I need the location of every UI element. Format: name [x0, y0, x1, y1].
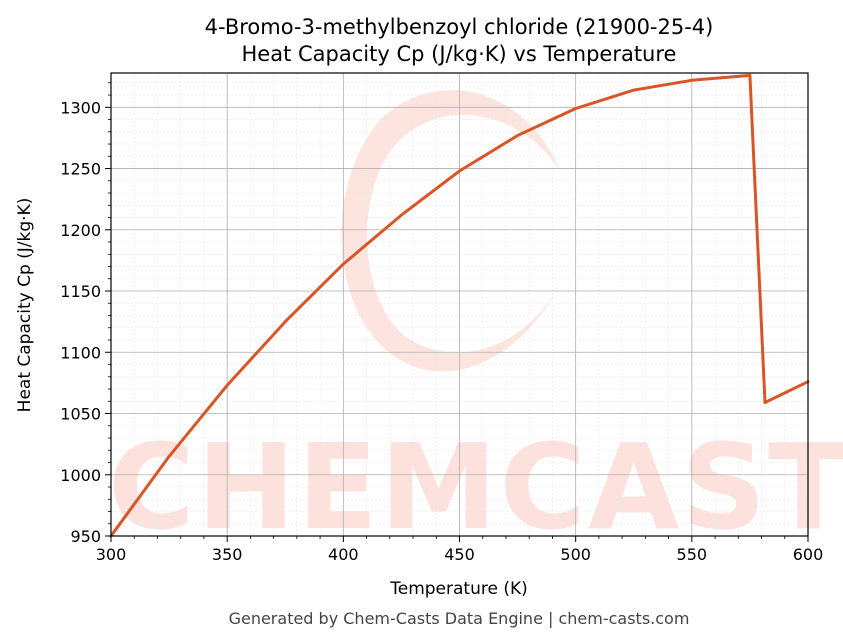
y-tick-label: 1050 — [60, 405, 101, 424]
y-tick-label: 1100 — [60, 343, 101, 362]
chart-title-line2: Heat Capacity Cp (J/kg·K) vs Temperature — [242, 42, 677, 66]
series-group — [109, 73, 810, 538]
y-tick-label: 1250 — [60, 160, 101, 179]
chart-title-line1: 4-Bromo-3-methylbenzoyl chloride (21900-… — [205, 15, 714, 39]
x-tick-label: 400 — [328, 545, 359, 564]
x-axis-label: Temperature (K) — [389, 579, 528, 599]
x-tick-label: 450 — [444, 545, 475, 564]
x-tick-label: 600 — [793, 545, 824, 564]
y-axis-label: Heat Capacity Cp (J/kg·K) — [15, 198, 35, 413]
x-tick-label: 500 — [560, 545, 591, 564]
y-axis-ticks: 950 1000 1050 1100 1150 1200 1250 1300 — [60, 82, 111, 546]
x-tick-label: 300 — [96, 545, 127, 564]
y-tick-label: 1000 — [60, 466, 101, 485]
y-tick-label: 1300 — [60, 98, 101, 117]
footer-credit: Generated by Chem-Casts Data Engine | ch… — [229, 609, 690, 628]
x-axis-ticks: 300 350 400 450 500 550 600 — [96, 536, 824, 564]
x-tick-label: 350 — [212, 545, 243, 564]
series-line-0 — [109, 73, 810, 538]
x-tick-label: 550 — [677, 545, 708, 564]
y-tick-label: 1150 — [60, 282, 101, 301]
y-tick-label: 950 — [70, 527, 101, 546]
y-tick-label: 1200 — [60, 221, 101, 240]
